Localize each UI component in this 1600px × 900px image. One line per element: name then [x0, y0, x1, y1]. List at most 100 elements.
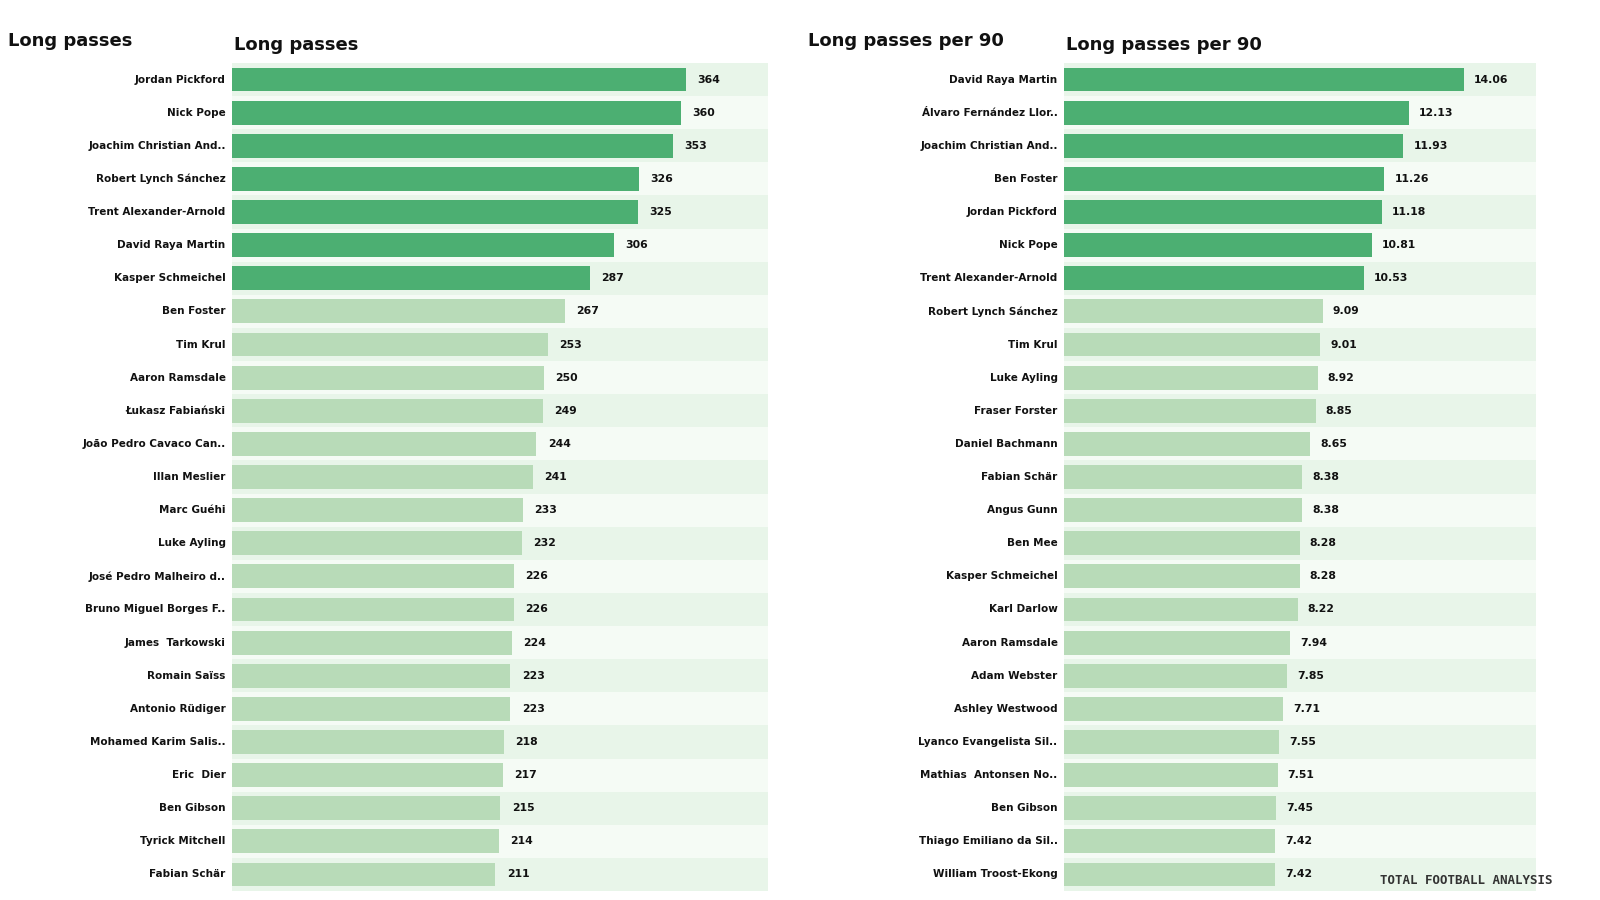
Text: James  Tarkowski: James Tarkowski: [125, 637, 226, 648]
Text: Ben Gibson: Ben Gibson: [158, 803, 226, 814]
Text: José Pedro Malheiro d..: José Pedro Malheiro d..: [88, 572, 226, 581]
Text: 249: 249: [554, 406, 578, 416]
Bar: [232, 824, 768, 858]
Text: 11.93: 11.93: [1413, 140, 1448, 151]
Text: Kasper Schmeichel: Kasper Schmeichel: [114, 274, 226, 284]
Bar: [1064, 659, 1536, 692]
Bar: [232, 399, 542, 423]
Text: Long passes: Long passes: [234, 36, 358, 54]
Text: 7.71: 7.71: [1293, 704, 1320, 714]
Text: David Raya Martin: David Raya Martin: [949, 75, 1058, 85]
Bar: [232, 692, 768, 725]
Text: Fraser Forster: Fraser Forster: [974, 406, 1058, 416]
Bar: [1064, 134, 1403, 158]
Bar: [232, 96, 768, 130]
Text: Jordan Pickford: Jordan Pickford: [966, 207, 1058, 217]
Bar: [232, 631, 512, 654]
Text: Fabian Schär: Fabian Schär: [981, 472, 1058, 482]
Text: Romain Saïss: Romain Saïss: [147, 670, 226, 680]
Bar: [232, 262, 768, 295]
Text: Long passes per 90: Long passes per 90: [1066, 36, 1261, 54]
Bar: [232, 101, 682, 124]
Bar: [232, 830, 499, 853]
Bar: [232, 531, 522, 555]
Bar: [232, 300, 565, 323]
Bar: [1064, 664, 1288, 688]
Text: Marc Guéhi: Marc Guéhi: [158, 505, 226, 515]
Text: 14.06: 14.06: [1474, 75, 1509, 85]
Text: 325: 325: [650, 207, 672, 217]
Text: Thiago Emiliano da Sil..: Thiago Emiliano da Sil..: [918, 836, 1058, 846]
Bar: [1064, 162, 1536, 195]
Text: 224: 224: [523, 637, 546, 648]
Text: Nick Pope: Nick Pope: [166, 108, 226, 118]
Text: Álvaro Fernández Llor..: Álvaro Fernández Llor..: [922, 108, 1058, 118]
Bar: [1064, 130, 1536, 162]
Text: Long passes: Long passes: [8, 32, 133, 50]
Text: Long passes per 90: Long passes per 90: [808, 32, 1003, 50]
Bar: [232, 328, 768, 361]
Bar: [1064, 300, 1323, 323]
Text: 8.38: 8.38: [1312, 505, 1339, 515]
Bar: [232, 560, 768, 593]
Bar: [232, 659, 768, 692]
Bar: [1064, 101, 1410, 124]
Text: Aaron Ramsdale: Aaron Ramsdale: [962, 637, 1058, 648]
Text: 7.45: 7.45: [1286, 803, 1314, 814]
Text: Daniel Bachmann: Daniel Bachmann: [955, 439, 1058, 449]
Text: Luke Ayling: Luke Ayling: [989, 373, 1058, 382]
Bar: [232, 730, 504, 754]
Text: 353: 353: [683, 140, 707, 151]
Bar: [232, 428, 768, 461]
Bar: [232, 792, 768, 824]
Text: 11.26: 11.26: [1394, 174, 1429, 184]
Bar: [1064, 266, 1363, 290]
Bar: [232, 394, 768, 428]
Text: 306: 306: [626, 240, 648, 250]
Bar: [1064, 830, 1275, 853]
Text: Jordan Pickford: Jordan Pickford: [134, 75, 226, 85]
Text: Kasper Schmeichel: Kasper Schmeichel: [946, 572, 1058, 581]
Text: Mathias  Antonsen No..: Mathias Antonsen No..: [920, 770, 1058, 780]
Bar: [1064, 229, 1536, 262]
Bar: [1064, 200, 1382, 224]
Bar: [232, 195, 768, 229]
Text: Robert Lynch Sánchez: Robert Lynch Sánchez: [96, 174, 226, 184]
Bar: [232, 365, 544, 390]
Bar: [232, 465, 533, 489]
Text: 8.28: 8.28: [1309, 572, 1336, 581]
Bar: [1064, 697, 1283, 721]
Text: 326: 326: [650, 174, 674, 184]
Bar: [1064, 63, 1536, 96]
Bar: [232, 493, 768, 526]
Text: 223: 223: [522, 670, 544, 680]
Bar: [1064, 692, 1536, 725]
Text: 8.92: 8.92: [1328, 373, 1355, 382]
Text: 8.28: 8.28: [1309, 538, 1336, 548]
Bar: [1064, 394, 1536, 428]
Text: Illan Meslier: Illan Meslier: [154, 472, 226, 482]
Text: Tim Krul: Tim Krul: [1008, 339, 1058, 349]
Text: 217: 217: [514, 770, 538, 780]
Text: 10.81: 10.81: [1381, 240, 1416, 250]
Bar: [232, 361, 768, 394]
Text: William Troost-Ekong: William Troost-Ekong: [933, 869, 1058, 879]
Text: 7.94: 7.94: [1299, 637, 1326, 648]
Text: 214: 214: [510, 836, 533, 846]
Bar: [1064, 428, 1536, 461]
Bar: [232, 295, 768, 328]
Text: TOTAL FOOTBALL ANALYSIS: TOTAL FOOTBALL ANALYSIS: [1379, 874, 1552, 886]
Bar: [1064, 432, 1310, 455]
Bar: [1064, 499, 1302, 522]
Bar: [232, 200, 637, 224]
Text: 211: 211: [507, 869, 530, 879]
Bar: [1064, 560, 1536, 593]
Text: Mohamed Karim Salis..: Mohamed Karim Salis..: [90, 737, 226, 747]
Bar: [232, 763, 502, 787]
Bar: [232, 461, 768, 493]
Text: Adam Webster: Adam Webster: [971, 670, 1058, 680]
Bar: [1064, 531, 1299, 555]
Bar: [232, 858, 768, 891]
Text: 8.38: 8.38: [1312, 472, 1339, 482]
Text: Karl Darlow: Karl Darlow: [989, 605, 1058, 615]
